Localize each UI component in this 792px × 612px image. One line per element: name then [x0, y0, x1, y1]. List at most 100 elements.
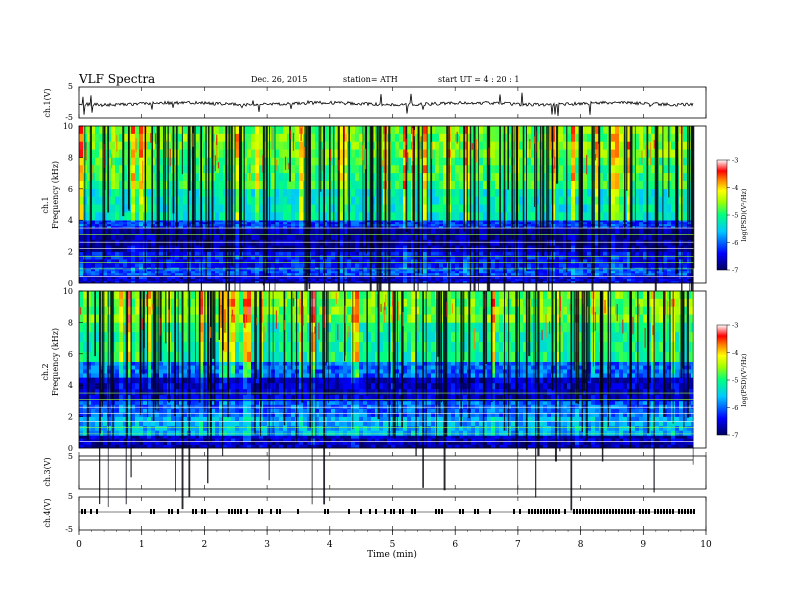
spectrogram-cell — [459, 133, 463, 142]
spectrogram-cell — [571, 259, 575, 264]
spectrogram-cell — [131, 255, 135, 260]
spectrogram-cell — [259, 275, 263, 278]
spectrogram-cell — [543, 226, 547, 229]
spectrogram-cell — [635, 224, 639, 227]
spectrogram-cell — [295, 279, 299, 282]
spectrogram-cell — [415, 173, 419, 182]
spectrogram-cell — [639, 224, 643, 227]
spectrogram-cell — [451, 275, 455, 278]
spectrogram-cell — [423, 251, 427, 256]
spectrogram-cell — [459, 126, 463, 135]
spectrogram-cell — [135, 222, 139, 225]
spectrogram-cell — [615, 281, 619, 284]
spectrogram-cell — [663, 133, 667, 142]
spectrogram-cell — [163, 165, 167, 174]
spectrogram-cell — [559, 275, 563, 278]
spectrogram-cell — [571, 188, 575, 197]
spectrogram-cell — [555, 180, 559, 190]
spectrogram-cell — [291, 273, 295, 276]
spectrogram-cell — [647, 263, 651, 268]
spectrogram-cell — [615, 224, 619, 227]
spectrogram-cell — [507, 255, 511, 260]
spectrogram-cell — [99, 271, 103, 274]
spectrogram-cell — [663, 196, 667, 205]
sferic-streak — [417, 126, 420, 274]
spectrogram-cell — [91, 271, 95, 274]
spectrogram-cell — [231, 173, 235, 182]
spectrogram-cell — [587, 173, 591, 182]
spectrogram-cell — [135, 173, 139, 182]
spectrogram-cell — [111, 259, 115, 264]
sferic-streak — [593, 126, 595, 277]
spectrogram-cell — [391, 165, 395, 174]
spectrogram-cell — [207, 245, 211, 252]
spectrogram-cell — [291, 255, 295, 260]
spectrogram-cell — [255, 212, 259, 221]
spectrogram-cell — [263, 149, 267, 158]
spectrogram-cell — [99, 220, 103, 223]
spectrogram-cell — [507, 212, 511, 221]
spectrogram-cell — [99, 157, 103, 166]
spectrogram-cell — [167, 255, 171, 260]
spectrogram-cell — [191, 279, 195, 282]
spectrogram-cell — [267, 255, 271, 260]
spectrogram-cell — [611, 228, 615, 235]
spectrogram-cell — [391, 271, 395, 274]
spectrogram-cell — [555, 188, 559, 197]
spectrogram-cell — [175, 273, 179, 276]
spectrogram-cell — [583, 281, 587, 284]
spectrogram-cell — [615, 126, 619, 135]
spectrogram-cell — [555, 222, 559, 225]
spectrogram-cell — [531, 245, 535, 252]
spectrogram-cell — [195, 157, 199, 166]
spectrogram-cell — [107, 251, 111, 256]
spectrogram-cell — [471, 149, 475, 158]
spectrogram-cell — [459, 259, 463, 264]
spectrogram-cell — [615, 251, 619, 256]
spectrogram-cell — [419, 196, 423, 205]
spectrogram-cell — [531, 228, 535, 235]
ch1-spectrogram-image — [79, 126, 706, 346]
spectrogram-cell — [439, 180, 443, 190]
spectrogram-cell — [511, 255, 515, 260]
spectrogram-cell — [123, 222, 127, 225]
spectrogram-cell — [115, 279, 119, 282]
spectrogram-cell — [255, 269, 259, 272]
spectrogram-cell — [183, 277, 187, 280]
spectrogram-cell — [115, 204, 119, 213]
spectrogram-cell — [275, 149, 279, 158]
spectrogram-cell — [335, 271, 339, 274]
spectrogram-cell — [463, 149, 467, 158]
spectrogram-cell — [423, 173, 427, 182]
spectrogram-cell — [403, 259, 407, 264]
sferic-streak — [631, 126, 633, 236]
spectrogram-cell — [623, 267, 627, 270]
spectrogram-cell — [119, 281, 123, 284]
spectrogram-cell — [531, 263, 535, 268]
spectrogram-cell — [343, 226, 347, 229]
spectrogram-cell — [407, 277, 411, 280]
spectrogram-cell — [507, 263, 511, 268]
spectrogram-cell — [295, 157, 299, 166]
spectrogram-cell — [267, 220, 271, 223]
spectrogram-cell — [495, 204, 499, 213]
spectrogram-cell — [679, 281, 683, 284]
spectrogram-cell — [351, 133, 355, 142]
spectrogram-cell — [463, 133, 467, 142]
spectrogram-cell — [523, 269, 527, 272]
spectrogram-cell — [95, 245, 99, 252]
spectrogram-cell — [283, 263, 287, 268]
spectrogram-cell — [263, 228, 267, 235]
spectrogram-cell — [95, 267, 99, 270]
spectrogram-cell — [299, 220, 303, 223]
spectrogram-cell — [351, 141, 355, 150]
spectrogram-cell — [555, 267, 559, 270]
spectrogram-cell — [271, 204, 275, 213]
sferic-streak — [566, 126, 568, 273]
spectrogram-cell — [135, 141, 139, 150]
spectrogram-cell — [531, 275, 535, 278]
spectrogram-cell — [563, 173, 567, 182]
spectrogram-cell — [219, 196, 223, 205]
spectrogram-cell — [263, 267, 267, 270]
spectrogram-cell — [611, 279, 615, 282]
